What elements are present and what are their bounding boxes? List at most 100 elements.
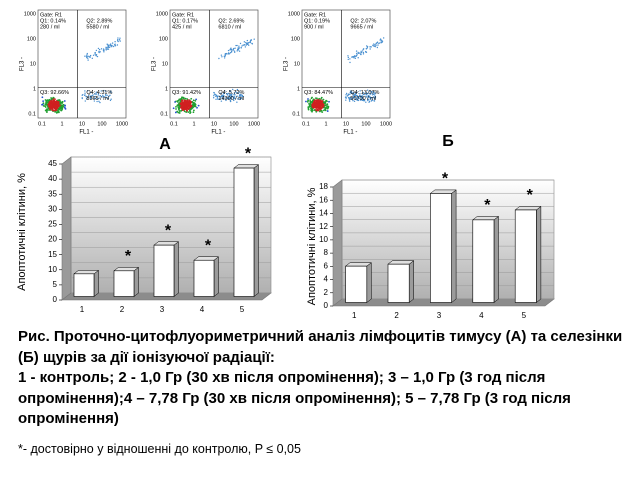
event-dot [102,94,104,97]
event-dot [350,90,353,93]
event-dot [57,105,60,107]
event-dot [102,96,105,98]
gate-label: Gate: R1 [40,12,62,18]
axis-tick-label: 10 [211,121,217,127]
event-dot [183,101,186,104]
event-dot [356,95,358,97]
event-dot [305,100,307,103]
event-dot [234,47,236,49]
event-dot [228,94,230,97]
event-dot [367,92,369,94]
axis-tick-label: 0.1 [292,111,300,117]
side-wall [61,156,72,301]
event-dot [114,43,116,45]
event-dot [93,100,96,102]
event-dot [239,91,241,93]
event-dot [249,41,252,44]
event-dot [193,109,195,112]
event-dot [352,95,354,97]
axis-tick-label: 100 [159,36,168,42]
event-dot [222,94,225,96]
event-dot [362,99,364,102]
y-axis-label: Апоптотичні клітини, % [306,187,318,305]
event-dot [55,100,58,103]
event-dot [116,40,119,42]
bar-side [366,262,372,304]
event-dot [105,97,108,99]
event-dot [112,45,115,48]
event-dot [54,111,57,113]
event-dot [45,101,48,104]
event-dot [84,90,86,92]
event-dot [54,109,57,112]
event-dot [177,108,180,111]
event-dot [345,94,347,96]
event-dot [221,56,223,58]
event-dot [328,100,330,103]
event-dot [110,90,112,92]
event-dot [230,50,233,52]
event-dot [109,94,111,96]
event-dot [357,57,359,59]
event-dot [178,105,181,108]
event-dot [314,99,317,102]
event-dot [362,93,364,96]
axis-tick-label: 1000 [156,11,168,17]
event-dot [237,47,240,50]
axis-label: FL1 - [343,130,357,136]
event-dot [109,43,112,45]
event-dot [358,97,360,100]
event-dot [49,108,51,111]
event-dot [353,95,355,98]
event-dot [93,97,95,99]
event-dot [45,108,48,111]
event-dot [196,106,198,109]
event-dot [312,103,315,106]
significance-mark: * [527,187,534,204]
event-dot [174,111,177,114]
event-dot [95,91,98,93]
quadrant-count: 425 / ml [172,24,192,30]
event-dot [88,56,91,58]
event-dot [366,98,369,100]
event-dot [227,53,230,55]
event-dot [105,46,107,49]
event-dot [316,109,318,111]
event-dot [192,111,195,114]
event-dot [53,105,56,108]
event-dot [347,94,350,96]
y-tick-label: 0 [53,295,58,304]
event-dot [240,47,242,49]
axis-tick-label: 0.1 [160,111,168,117]
event-dot [362,96,364,98]
event-dot [181,96,183,99]
axis-tick-label: 0.1 [302,121,310,127]
event-dot [311,106,314,109]
event-dot [368,101,370,103]
event-dot [347,55,349,57]
event-dot [212,97,215,99]
event-dot [213,91,215,94]
event-dot [242,44,244,46]
event-dot [352,92,354,95]
axis-tick-label: 1000 [248,121,260,127]
event-dot [181,99,184,102]
y-tick-label: 5 [53,280,58,289]
event-dot [251,43,254,45]
event-dot [365,95,367,98]
y-tick-label: 35 [48,189,57,198]
event-dot [360,99,362,101]
event-dot [109,99,112,102]
gate-label: Gate: R1 [304,12,326,18]
event-dot [219,97,221,100]
event-dot [94,53,96,55]
quadrant-count: 280 / ml [40,24,60,30]
event-dot [248,44,250,46]
event-dot [367,98,370,101]
event-dot [316,101,319,104]
quadrant-label: Q2: 2.89% [86,18,112,24]
event-dot [107,45,109,47]
event-dot [366,46,369,48]
event-dot [225,97,227,99]
